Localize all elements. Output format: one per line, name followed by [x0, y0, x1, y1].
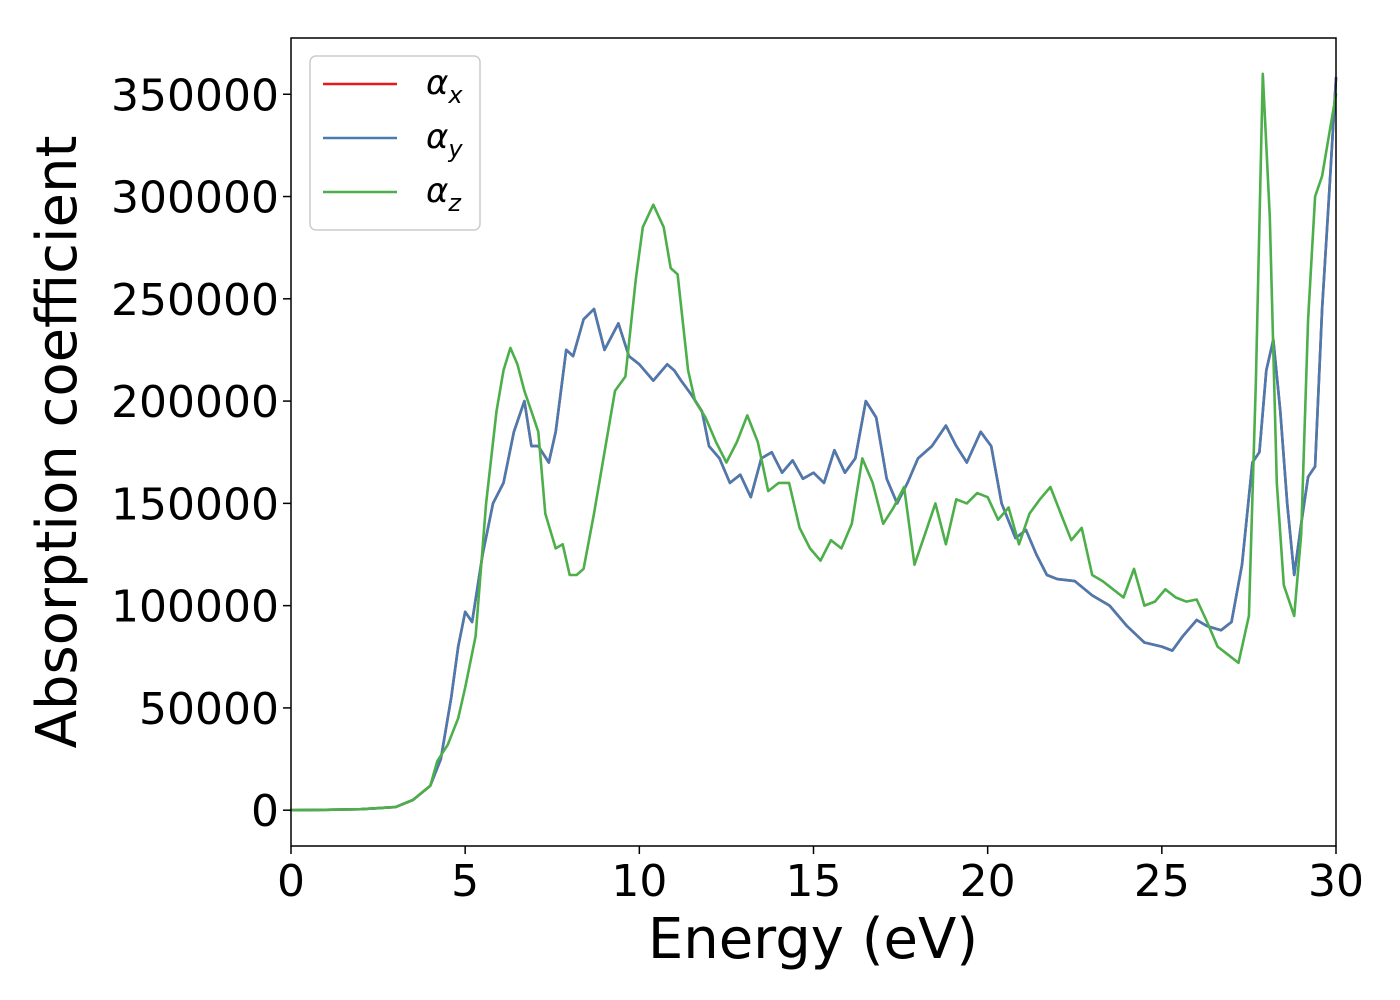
x-axis-label: Energy (eV) [648, 907, 978, 972]
y-axis-ticks: 0 50000 100000 150000 200000 250000 300000 3500… [111, 70, 291, 837]
x-tick-label: 25 [1134, 856, 1190, 907]
x-tick-label: 10 [611, 856, 667, 907]
x-tick-label: 30 [1308, 856, 1364, 907]
x-tick-label: 15 [786, 856, 842, 907]
y-tick-label: 250000 [111, 275, 279, 326]
y-tick-label: 0 [251, 786, 279, 837]
series-line-z [289, 72, 1338, 812]
series-layer [289, 72, 1338, 812]
x-tick-label: 5 [451, 856, 479, 907]
y-tick-label: 50000 [139, 684, 279, 735]
y-tick-label: 200000 [111, 377, 279, 428]
y-tick-label: 150000 [111, 479, 279, 530]
legend-box [309, 55, 481, 231]
y-tick-label: 350000 [111, 70, 279, 121]
series-line-y [289, 76, 1338, 812]
x-axis-ticks: 0 5 10 15 20 25 30 [277, 846, 1364, 907]
y-tick-label: 100000 [111, 582, 279, 633]
x-tick-label: 0 [277, 856, 305, 907]
x-tick-label: 20 [960, 856, 1016, 907]
y-axis-label: Absorption coefficient [25, 136, 90, 749]
y-tick-label: 300000 [111, 173, 279, 224]
